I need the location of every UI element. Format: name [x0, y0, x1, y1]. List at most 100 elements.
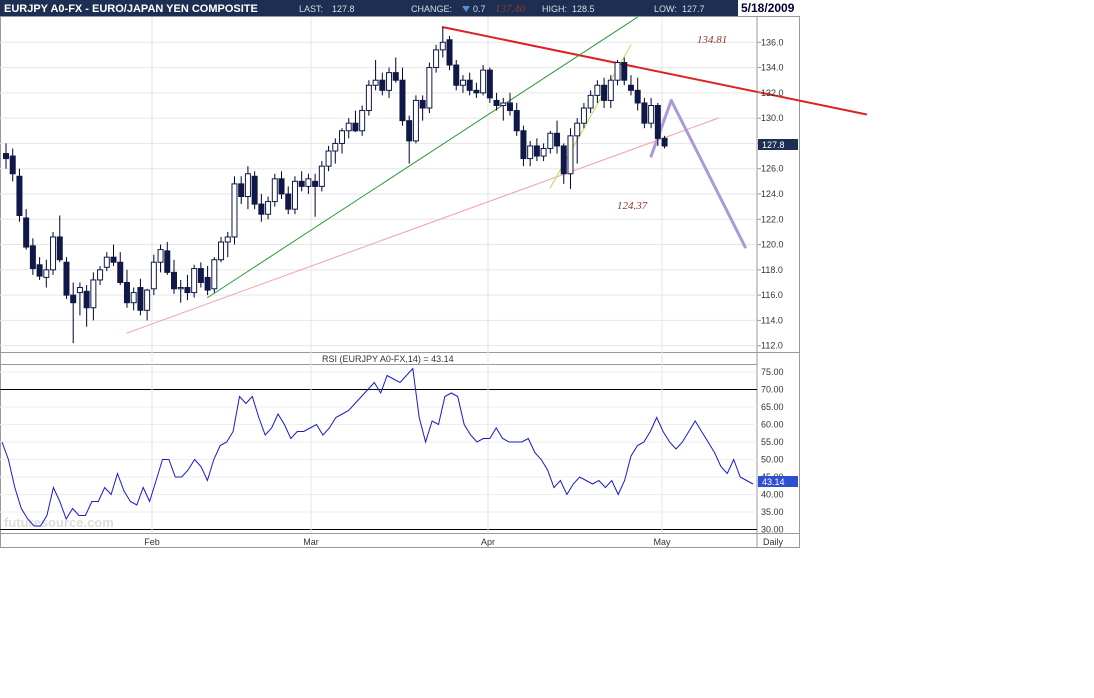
price-tick-label: 132.0 — [761, 88, 784, 98]
candle-body — [137, 287, 144, 311]
candle — [547, 130, 554, 154]
trendline — [649, 98, 673, 158]
price-annotation: 134.81 — [697, 34, 727, 46]
candle — [412, 95, 419, 144]
price-annotation: 124.37 — [617, 200, 648, 212]
candle-body — [224, 236, 231, 243]
price-tick-label: 130.0 — [761, 113, 784, 123]
candle-body — [258, 203, 265, 215]
candle — [130, 287, 137, 311]
high-label: HIGH: — [542, 4, 567, 14]
change-down-arrow-icon — [462, 6, 470, 12]
candle — [36, 257, 43, 280]
price-tick-label: 134.0 — [761, 63, 784, 73]
candle-body — [271, 178, 278, 203]
candle-body — [238, 183, 245, 198]
candle — [56, 215, 63, 263]
chart-frame — [0, 16, 800, 548]
candle-body — [318, 165, 325, 187]
candle-body — [486, 69, 493, 99]
candle-body — [23, 217, 30, 248]
candle — [426, 62, 433, 114]
month-label: Daily — [763, 537, 784, 547]
candle — [70, 282, 77, 344]
candle-body — [406, 120, 413, 142]
candle-body — [171, 271, 177, 290]
month-label: May — [653, 537, 671, 547]
candle — [359, 105, 366, 136]
candle-body — [601, 84, 608, 101]
price-tick-label: 112.0 — [761, 341, 783, 351]
change-value: 0.7 — [473, 4, 486, 14]
low-value: 127.7 — [682, 4, 705, 14]
candle — [527, 140, 534, 167]
candle-body — [446, 39, 453, 66]
candle — [184, 274, 191, 301]
candle-body — [50, 236, 57, 271]
candle-body — [29, 245, 36, 270]
candle — [392, 57, 399, 83]
candle-body — [654, 104, 661, 139]
candle-body — [634, 89, 641, 104]
last-label: LAST: — [299, 4, 323, 14]
candle-body — [412, 99, 419, 142]
candle-body — [580, 107, 587, 124]
candle — [231, 176, 238, 245]
rsi-title: RSI (EURJPY A0-FX,14) = 43.14 — [322, 354, 454, 364]
candle-body — [97, 269, 104, 281]
candle — [90, 272, 97, 321]
candle-body — [103, 256, 110, 268]
rsi-grid — [0, 371, 757, 530]
candle — [238, 176, 245, 205]
trendline — [441, 26, 868, 116]
trendlines — [126, 16, 868, 334]
candle-body — [9, 155, 16, 175]
header-bar — [0, 0, 800, 16]
rsi-tick-label: 60.00 — [761, 420, 784, 430]
watermark: futuresource.com — [4, 515, 114, 530]
candle-body — [433, 49, 440, 69]
low-label: LOW: — [654, 4, 677, 14]
candle-body — [325, 150, 332, 167]
candle — [654, 102, 661, 146]
candle — [661, 135, 668, 149]
candle — [144, 288, 151, 321]
candles — [3, 27, 668, 344]
month-label: Apr — [481, 537, 495, 547]
candle — [325, 145, 332, 172]
candle — [265, 196, 272, 220]
candle — [318, 161, 325, 192]
candle — [507, 92, 513, 116]
candle — [459, 75, 466, 93]
candle — [271, 173, 278, 207]
rsi-lines — [1, 367, 754, 527]
candle — [574, 118, 581, 164]
candle — [211, 257, 218, 293]
candle-body — [466, 79, 473, 91]
candle-body — [265, 201, 272, 215]
candle — [137, 278, 144, 316]
candle — [29, 238, 36, 275]
price-tick-label: 118.0 — [761, 265, 783, 275]
candle-body — [453, 64, 460, 86]
rsi-line — [1, 367, 754, 527]
trendline — [207, 16, 639, 299]
candle-body — [70, 294, 77, 304]
candle-body — [352, 122, 359, 132]
candle-body — [648, 104, 655, 124]
candle — [117, 252, 124, 285]
candle — [480, 65, 487, 96]
rsi-tick-label: 65.00 — [761, 402, 784, 412]
candle-body — [641, 102, 648, 124]
candle-body — [379, 79, 386, 91]
candle-body — [607, 79, 614, 101]
price-tick-label: 120.0 — [761, 240, 784, 250]
candle — [607, 75, 614, 109]
candle — [386, 67, 393, 98]
candle-body — [16, 175, 23, 216]
candle-body — [359, 110, 366, 132]
candle — [339, 128, 345, 154]
candle-body — [339, 130, 345, 144]
candle — [560, 143, 567, 184]
